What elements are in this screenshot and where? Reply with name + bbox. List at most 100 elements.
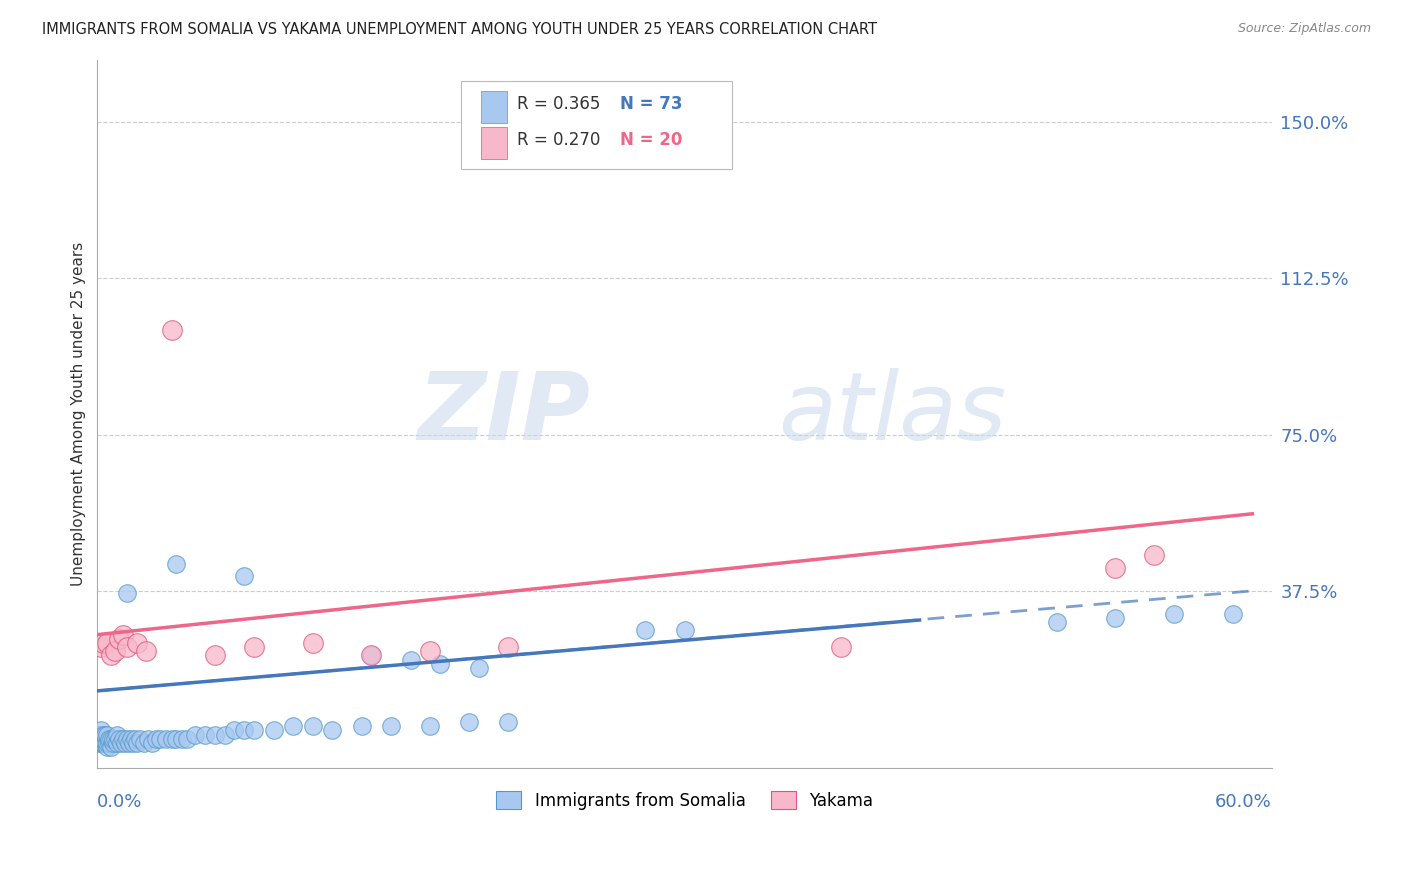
Text: Source: ZipAtlas.com: Source: ZipAtlas.com xyxy=(1237,22,1371,36)
Point xyxy=(91,636,114,650)
Text: N = 73: N = 73 xyxy=(620,95,682,113)
Point xyxy=(101,736,124,750)
Point xyxy=(108,731,131,746)
Point xyxy=(263,723,285,738)
Point xyxy=(673,624,696,638)
Point xyxy=(204,728,226,742)
Point xyxy=(98,736,121,750)
Point xyxy=(360,648,382,663)
Point xyxy=(96,740,118,755)
Point xyxy=(105,736,128,750)
Point xyxy=(233,569,256,583)
Point xyxy=(498,640,520,654)
Text: R = 0.365: R = 0.365 xyxy=(516,95,600,113)
Point xyxy=(458,715,481,730)
Point xyxy=(111,731,134,746)
Point xyxy=(96,736,118,750)
Point xyxy=(104,731,127,746)
Point xyxy=(194,728,217,742)
Point xyxy=(90,736,112,750)
Point xyxy=(129,731,152,746)
Point xyxy=(160,731,183,746)
Point xyxy=(120,731,142,746)
Point xyxy=(89,731,111,746)
Text: 60.0%: 60.0% xyxy=(1215,793,1272,811)
Point xyxy=(100,648,122,663)
Text: IMMIGRANTS FROM SOMALIA VS YAKAMA UNEMPLOYMENT AMONG YOUTH UNDER 25 YEARS CORREL: IMMIGRANTS FROM SOMALIA VS YAKAMA UNEMPL… xyxy=(42,22,877,37)
Point xyxy=(90,723,112,738)
Point xyxy=(118,736,141,750)
Point xyxy=(98,731,121,746)
Text: N = 20: N = 20 xyxy=(620,130,682,149)
Point xyxy=(399,652,422,666)
Point xyxy=(184,728,207,742)
Point xyxy=(124,731,146,746)
Point xyxy=(830,640,852,654)
Point xyxy=(91,731,114,746)
Point xyxy=(155,731,177,746)
Point xyxy=(136,731,159,746)
Point xyxy=(125,636,148,650)
Point xyxy=(165,557,187,571)
Point xyxy=(468,661,491,675)
Point xyxy=(1143,549,1166,563)
Point xyxy=(1104,561,1126,575)
Point xyxy=(204,648,226,663)
Point xyxy=(380,719,402,733)
Point xyxy=(498,715,520,730)
Point xyxy=(104,644,127,658)
Point xyxy=(224,723,246,738)
Point xyxy=(141,736,163,750)
Point xyxy=(89,736,111,750)
Point xyxy=(176,731,198,746)
Point xyxy=(134,736,156,750)
Text: R = 0.270: R = 0.270 xyxy=(516,130,600,149)
FancyBboxPatch shape xyxy=(461,81,731,169)
Point xyxy=(115,640,138,654)
Point xyxy=(243,723,266,738)
Point xyxy=(91,728,114,742)
Point xyxy=(115,586,138,600)
Point xyxy=(281,719,304,733)
Point xyxy=(108,632,131,646)
FancyBboxPatch shape xyxy=(481,127,508,159)
Point xyxy=(115,731,138,746)
Point xyxy=(114,736,136,750)
Point xyxy=(110,736,132,750)
Point xyxy=(634,624,657,638)
Point xyxy=(121,736,143,750)
Point xyxy=(429,657,451,671)
Point xyxy=(350,719,373,733)
Point xyxy=(419,719,441,733)
Point xyxy=(91,736,114,750)
Y-axis label: Unemployment Among Youth under 25 years: Unemployment Among Youth under 25 years xyxy=(72,242,86,586)
Point xyxy=(105,728,128,742)
Point xyxy=(145,731,167,746)
Text: 0.0%: 0.0% xyxy=(97,793,143,811)
Point xyxy=(160,323,183,337)
Text: atlas: atlas xyxy=(779,368,1007,459)
Point xyxy=(301,636,323,650)
FancyBboxPatch shape xyxy=(481,92,508,123)
Point xyxy=(1104,611,1126,625)
Point xyxy=(321,723,343,738)
Point xyxy=(90,640,112,654)
Point xyxy=(165,731,187,746)
Point xyxy=(233,723,256,738)
Point xyxy=(96,636,118,650)
Point xyxy=(243,640,266,654)
Point xyxy=(89,728,111,742)
Point xyxy=(111,627,134,641)
Point xyxy=(301,719,323,733)
Text: ZIP: ZIP xyxy=(418,368,591,459)
Legend: Immigrants from Somalia, Yakama: Immigrants from Somalia, Yakama xyxy=(489,785,880,816)
Point xyxy=(1163,607,1185,621)
Point xyxy=(419,644,441,658)
Point xyxy=(360,648,382,663)
Point xyxy=(149,731,172,746)
Point xyxy=(94,728,117,742)
Point xyxy=(100,740,122,755)
Point xyxy=(101,731,124,746)
Point xyxy=(96,728,118,742)
Point xyxy=(94,736,117,750)
